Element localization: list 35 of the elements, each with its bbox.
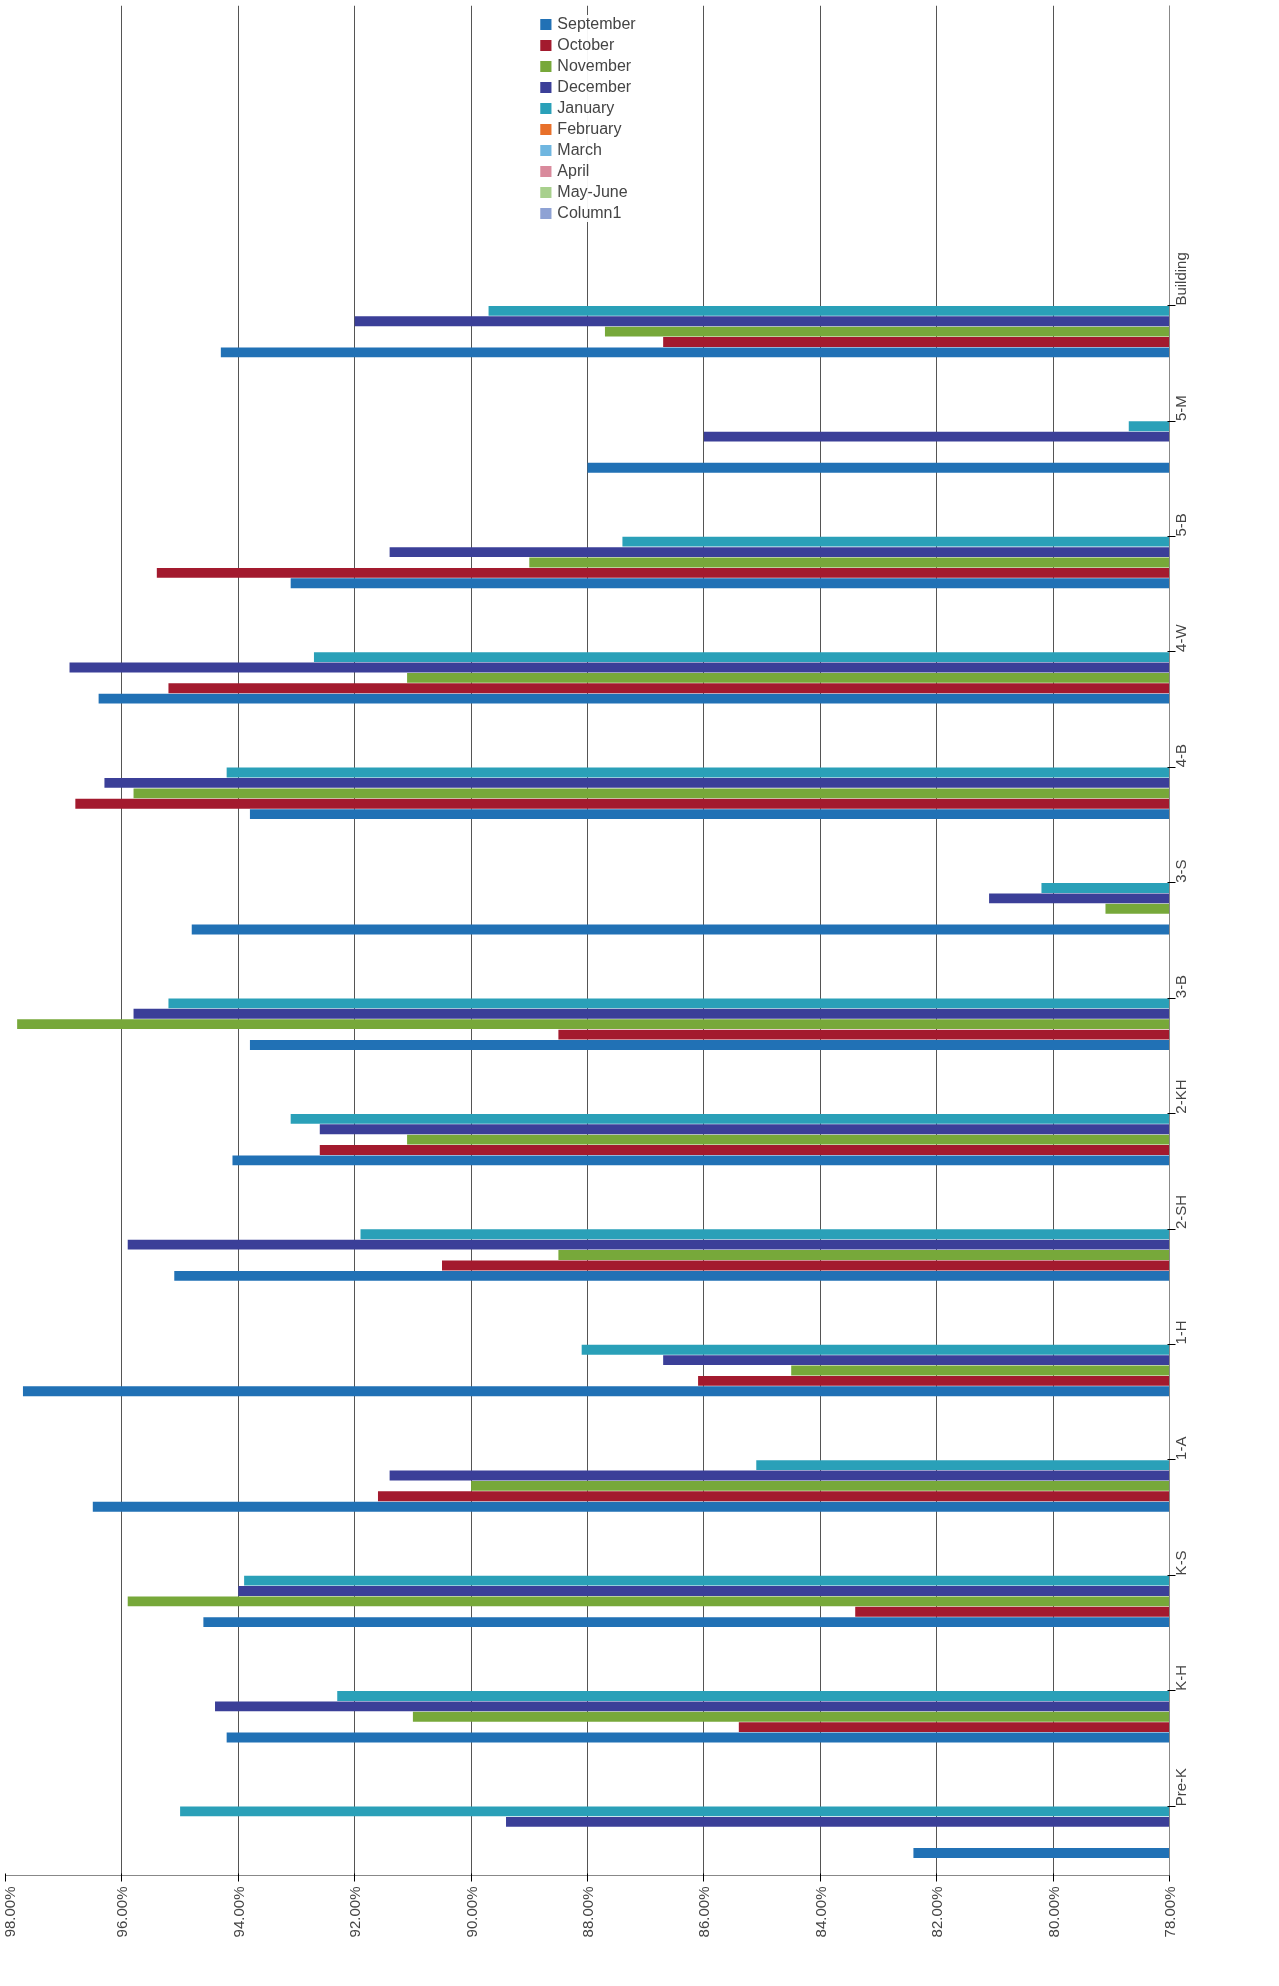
x-tick-label: 82.00% — [928, 1886, 946, 1938]
y-tick-label: Pre-K — [1172, 1767, 1189, 1807]
y-tick-label: 5-M — [1172, 395, 1189, 422]
legend-label: Column1 — [557, 204, 622, 222]
x-tick-label: 86.00% — [695, 1886, 713, 1938]
y-tick-label: 5-B — [1172, 513, 1189, 537]
x-tick-label: 88.00% — [579, 1886, 596, 1938]
y-tick-label: 3-S — [1172, 859, 1189, 883]
x-tick-label: 94.00% — [229, 1886, 247, 1938]
legend-label: May-June — [557, 183, 628, 201]
y-tick-label: K-S — [1172, 1550, 1189, 1576]
x-tick-label: 98.00% — [0, 1886, 18, 1938]
legend-label: November — [557, 57, 632, 75]
legend-label: February — [557, 120, 622, 138]
legend-label: September — [557, 15, 636, 33]
y-tick-label: 4-B — [1172, 744, 1189, 768]
y-tick-label: 3-B — [1172, 974, 1189, 999]
legend-label: December — [557, 78, 632, 96]
x-tick-label: 80.00% — [1044, 1886, 1062, 1938]
x-tick-label: 92.00% — [346, 1886, 364, 1938]
y-tick-label: K-H — [1172, 1664, 1189, 1691]
legend-label: January — [557, 99, 615, 117]
x-tick-label: 90.00% — [462, 1886, 480, 1938]
legend-label: March — [557, 141, 602, 159]
x-tick-label: 96.00% — [113, 1886, 131, 1938]
y-tick-label: 2-SH — [1172, 1194, 1189, 1230]
y-tick-label: 1-H — [1172, 1320, 1189, 1345]
y-tick-label: 2-KH — [1172, 1079, 1189, 1114]
x-tick-label: 78.00% — [1161, 1886, 1178, 1938]
y-tick-label: Building — [1172, 252, 1189, 306]
legend-label: October — [557, 36, 615, 54]
y-tick-label: 1-A — [1172, 1436, 1189, 1460]
legend-label: April — [557, 162, 590, 180]
y-tick-label: 4-W — [1172, 623, 1189, 652]
x-tick-label: 84.00% — [811, 1886, 829, 1938]
